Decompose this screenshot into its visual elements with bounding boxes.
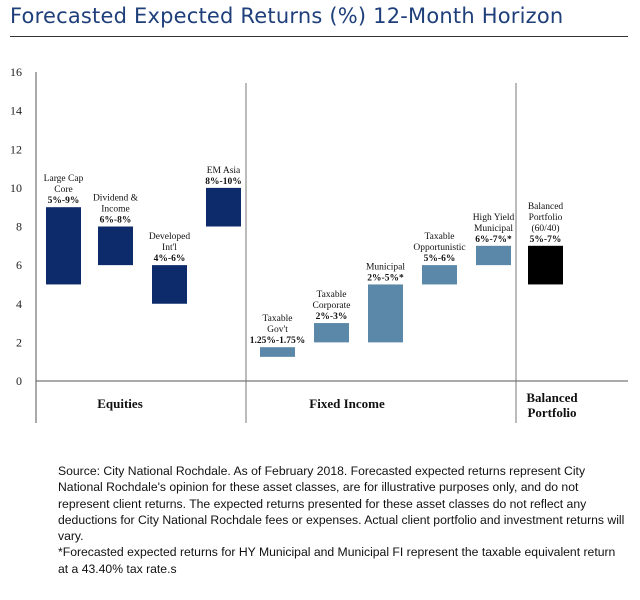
bar-range-label: 6%-7%* — [475, 235, 512, 245]
bar-name-label: High Yield — [473, 213, 515, 223]
bar-developed-int-l — [152, 265, 187, 304]
title-divider — [10, 36, 628, 37]
expected-returns-chart: 0 2 4 6 8 10 12 14 16 Equities Fixed Income Balance… — [10, 65, 628, 423]
group-label: Equities — [97, 396, 143, 411]
bar-name-label: Int'l — [162, 243, 177, 253]
bar-name-label: Core — [54, 185, 72, 195]
bar-large-cap-core — [46, 207, 81, 285]
bar-name-label: Opportunistic — [413, 243, 465, 253]
bar-name-label: Municipal — [474, 224, 513, 234]
bar-name-label: Portfolio — [529, 212, 563, 223]
bar-range-label: 8%-10% — [205, 177, 241, 187]
bar-name-label: Taxable — [263, 314, 293, 324]
group-label: Balanced Portfolio — [526, 390, 578, 420]
footnote: Source: City National Rochdale. As of Fe… — [58, 463, 628, 577]
y-tick-label: 14 — [10, 104, 22, 118]
bar-dividend-income — [98, 226, 133, 266]
y-tick-label: 0 — [16, 374, 22, 388]
bar-high-yield-municipal — [476, 245, 511, 266]
group-label: Fixed Income — [309, 396, 385, 411]
bar-name-label: Developed — [149, 232, 190, 242]
group-label-line: Equities — [97, 396, 143, 411]
bar-taxable-gov-t — [260, 347, 295, 357]
bar-name-label: Corporate — [313, 301, 351, 311]
bar-taxable-opportunistic — [422, 265, 457, 285]
bar-em-asia — [206, 187, 241, 227]
y-tick-label: 12 — [10, 142, 22, 156]
y-tick-label: 2 — [16, 335, 22, 349]
group-label-line: Portfolio — [527, 405, 576, 420]
source-note: Source: City National Rochdale. As of Fe… — [58, 464, 625, 544]
bar-name-label: Municipal — [366, 262, 405, 272]
bar-municipal — [368, 284, 403, 343]
chart-title: Forecasted Expected Returns (%) 12-Month… — [10, 4, 564, 28]
bar-balanced-portfolio-60-40- — [528, 245, 563, 285]
bar-range-label: 1.25%-1.75% — [250, 336, 305, 346]
y-tick-label: 10 — [10, 181, 22, 195]
bar-range-label: 5%-9% — [48, 196, 80, 206]
bar-range-label: 5%-6% — [424, 254, 456, 264]
bar-range-label: 4%-6% — [154, 254, 186, 264]
bar-name-label: Taxable — [317, 290, 347, 300]
y-tick-label: 8 — [16, 220, 22, 234]
y-tick-label: 4 — [16, 297, 22, 311]
bar-range-label: 2%-5%* — [367, 273, 404, 283]
bar-name-label: Income — [101, 205, 130, 215]
bar-name-label: (60/40) — [532, 223, 560, 234]
asterisk-note: *Forecasted expected returns for HY Muni… — [58, 545, 616, 576]
group-label-line: Fixed Income — [309, 396, 385, 411]
group-label-line: Balanced — [526, 390, 578, 405]
bar-range-label: 6%-8% — [100, 216, 132, 226]
bar-name-label: Taxable — [425, 232, 455, 242]
bar-name-label: Balanced — [528, 202, 564, 212]
bar-name-label: Dividend & — [93, 194, 139, 204]
bar-range-label: 5%-7% — [530, 235, 562, 245]
bar-taxable-corporate — [314, 323, 349, 343]
y-tick-label: 6 — [16, 258, 22, 272]
y-tick-label: 16 — [10, 65, 22, 79]
bar-range-label: 2%-3% — [316, 312, 348, 322]
bar-name-label: Gov't — [267, 325, 288, 335]
bar-name-label: EM Asia — [207, 166, 241, 176]
bar-name-label: Large Cap — [44, 174, 84, 184]
